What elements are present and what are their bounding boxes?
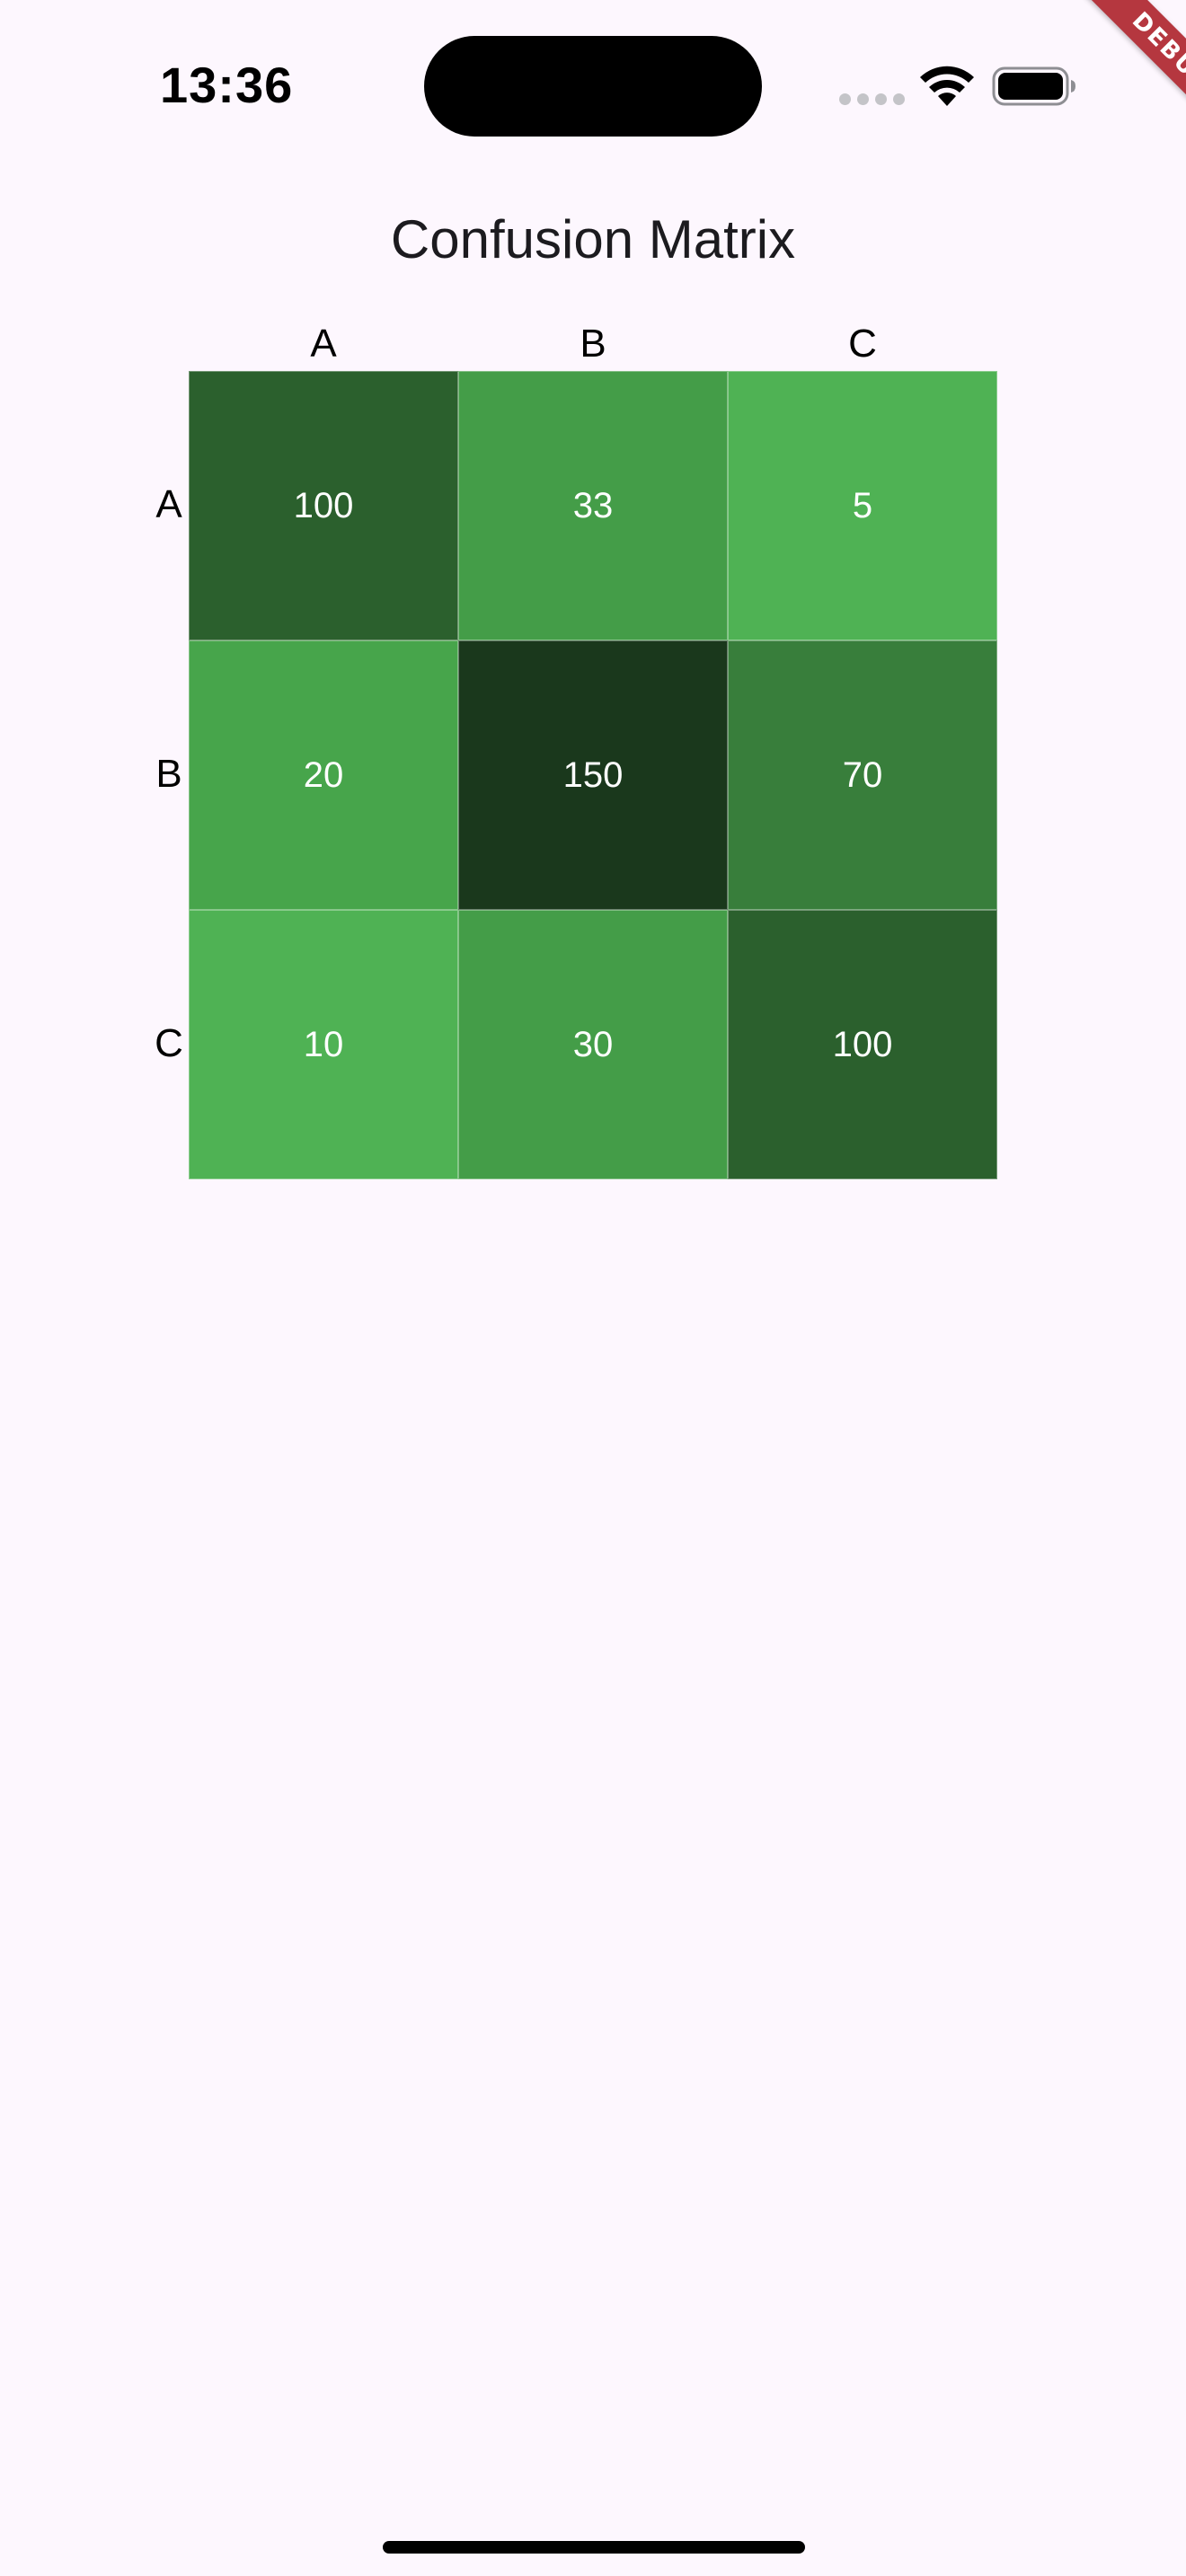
dynamic-island	[424, 36, 762, 137]
matrix-cell-a-a: 100	[189, 371, 458, 640]
battery-icon	[992, 66, 1075, 106]
matrix-cell-a-b: 33	[458, 371, 728, 640]
cellular-signal-icon	[839, 93, 905, 105]
row-label-b: B	[155, 752, 182, 796]
column-label-a: A	[310, 322, 337, 366]
confusion-matrix: A B C A B C 100 33 5 20 150 70 10 30 100	[0, 0, 1186, 1186]
matrix-cell-c-a: 10	[189, 910, 458, 1179]
column-label-b: B	[580, 322, 606, 366]
matrix-cell-b-a: 20	[189, 640, 458, 910]
wifi-icon	[920, 66, 974, 106]
home-indicator[interactable]	[383, 2541, 805, 2554]
page-title: Confusion Matrix	[390, 209, 796, 269]
row-label-c: C	[155, 1021, 183, 1065]
matrix-cell-c-b: 30	[458, 910, 728, 1179]
status-time: 13:36	[160, 57, 294, 113]
column-label-c: C	[848, 322, 877, 366]
matrix-cell-c-c: 100	[728, 910, 997, 1179]
matrix-cell-b-c: 70	[728, 640, 997, 910]
status-bar: 13:36	[0, 0, 1186, 171]
matrix-cell-a-c: 5	[728, 371, 997, 640]
row-label-a: A	[155, 482, 182, 526]
matrix-cell-b-b: 150	[458, 640, 728, 910]
